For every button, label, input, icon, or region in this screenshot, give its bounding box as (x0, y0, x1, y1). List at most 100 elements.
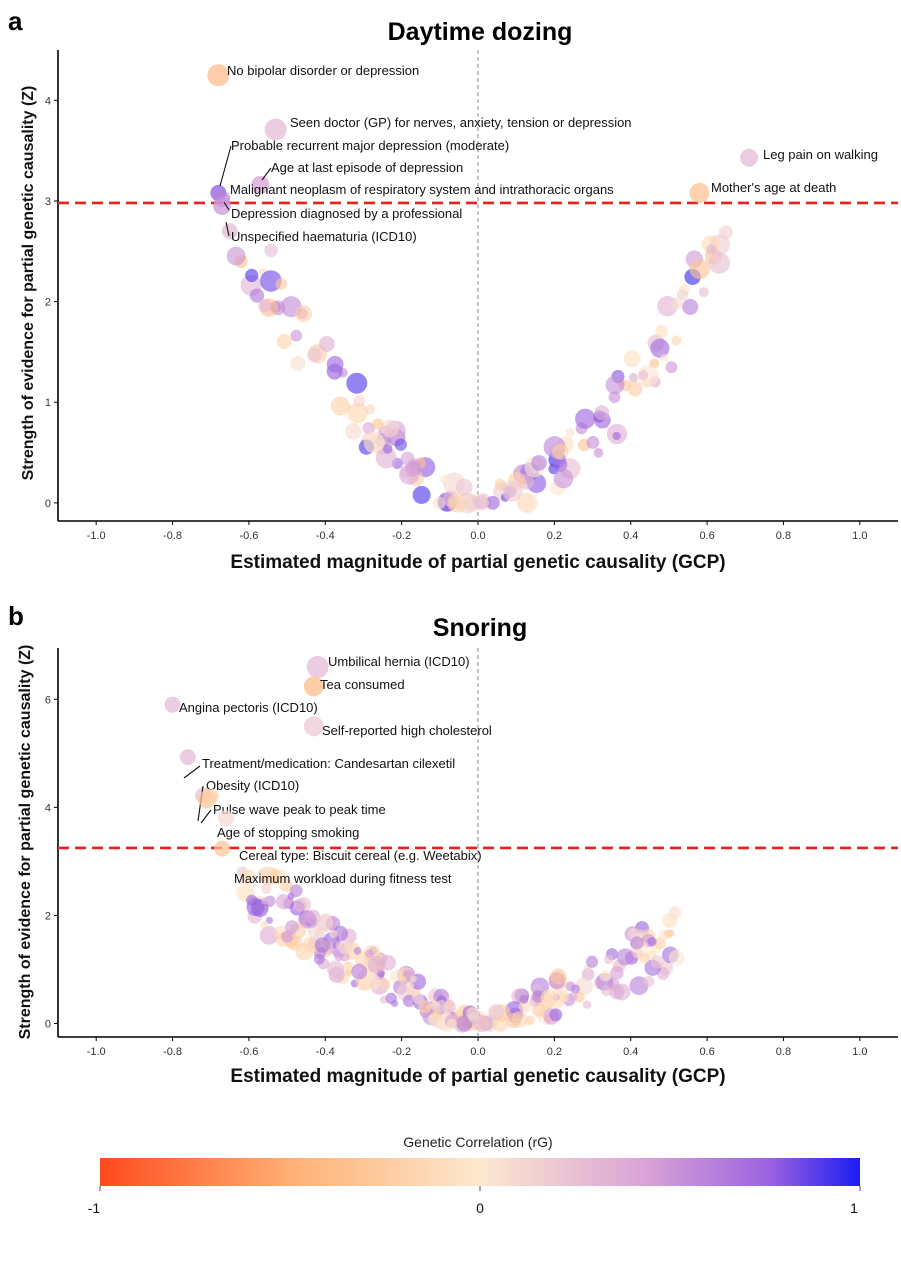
data-point (347, 402, 368, 424)
data-point (307, 925, 321, 939)
data-point (382, 444, 393, 454)
data-point (363, 431, 385, 454)
point-label: Leg pain on walking (763, 147, 878, 162)
data-point (612, 431, 621, 441)
point-label: Seen doctor (GP) for nerves, anxiety, te… (290, 115, 632, 130)
data-point (664, 929, 674, 939)
x-tick-label: 0.6 (699, 1046, 714, 1058)
data-point (662, 913, 678, 929)
data-point (593, 447, 604, 458)
data-point (412, 485, 431, 504)
point-cloud (235, 866, 685, 1033)
data-point (381, 419, 399, 438)
data-point (285, 920, 300, 935)
data-point (502, 481, 523, 502)
data-point (650, 338, 670, 358)
data-point (295, 929, 304, 938)
annotated-point (221, 223, 238, 240)
panel-b-plot-area: -1.0 -0.8 -0.6 -0.4 -0.2 0.0 0.2 0.4 0.6 0.8 1.0 0 2… (45, 648, 898, 1058)
data-point (290, 329, 303, 342)
panel-b-x-axis-title: Estimated magnitude of partial genetic c… (230, 1066, 725, 1087)
data-point (585, 955, 599, 968)
x-tick-label: -0.2 (392, 1046, 411, 1058)
data-point (599, 969, 612, 982)
point-label: Self-reported high cholesterol (322, 723, 492, 738)
data-point (446, 1018, 457, 1029)
data-point (264, 243, 278, 258)
data-point (293, 898, 307, 912)
data-point (390, 999, 399, 1008)
data-point (399, 464, 420, 485)
data-point (708, 252, 730, 274)
x-tick-label: -0.4 (316, 530, 335, 542)
y-tick-label: 2 (45, 297, 51, 309)
data-point (362, 421, 375, 435)
data-point (473, 495, 489, 511)
data-point (447, 493, 467, 513)
annotated-point (213, 196, 232, 215)
y-tick-label: 2 (45, 910, 51, 922)
x-tick-label: 0.4 (623, 530, 638, 542)
data-point (295, 943, 314, 961)
data-point (432, 496, 446, 510)
data-point (506, 1012, 522, 1029)
y-tick-label: 1 (45, 397, 51, 409)
x-tick-label: 1.0 (852, 530, 867, 542)
point-label: Tea consumed (320, 677, 405, 692)
data-point (275, 894, 291, 910)
data-point (677, 289, 689, 301)
point-label: Maximum workload during fitness test (234, 871, 452, 886)
data-point (409, 975, 417, 983)
x-tick-label: -0.2 (392, 530, 411, 542)
point-label: Age of stopping smoking (217, 825, 359, 840)
data-point (240, 869, 256, 886)
data-point (682, 298, 699, 316)
x-tick-label: 0.0 (470, 530, 485, 542)
data-point (601, 985, 613, 997)
data-point (610, 966, 624, 980)
point-label: Age at last episode of depression (271, 160, 463, 175)
annotated-point (689, 182, 710, 203)
data-point (659, 353, 669, 363)
y-tick-label: 3 (45, 196, 51, 208)
point-label: Pulse wave peak to peak time (213, 802, 386, 817)
data-point (307, 347, 322, 363)
point-label: Obesity (ICD10) (206, 778, 299, 793)
data-point (516, 492, 538, 514)
data-point (570, 984, 581, 994)
annotated-point (251, 175, 270, 194)
data-point (488, 1003, 505, 1020)
data-point (313, 953, 325, 965)
data-point (623, 350, 641, 368)
x-tick-label: -0.6 (239, 1046, 258, 1058)
point-label: Treatment/medication: Candesartan cilexe… (202, 756, 455, 771)
data-point (655, 324, 668, 338)
data-point (519, 994, 529, 1004)
data-point (316, 913, 334, 932)
data-point (290, 355, 306, 371)
annotated-point (306, 655, 329, 678)
data-point (650, 955, 665, 969)
data-point (353, 946, 362, 955)
data-point (394, 438, 407, 451)
data-point (639, 953, 650, 964)
data-point (670, 297, 684, 311)
label-leader-line (183, 765, 201, 779)
data-point (467, 1011, 481, 1024)
data-point (455, 478, 473, 496)
annotated-point (214, 840, 231, 857)
y-tick-label: 4 (45, 95, 51, 107)
x-tick-label: 1.0 (852, 1046, 867, 1058)
data-point (698, 287, 709, 298)
legend-tick-label: -1 (88, 1200, 101, 1216)
data-point (372, 418, 384, 430)
data-point (402, 994, 416, 1007)
data-point (367, 955, 386, 974)
panel-a-title: Daytime dozing (388, 18, 573, 46)
data-point (343, 961, 352, 970)
data-point (552, 443, 569, 460)
data-point (346, 372, 368, 394)
annotated-point (207, 64, 230, 87)
label-leader-line (223, 201, 230, 211)
